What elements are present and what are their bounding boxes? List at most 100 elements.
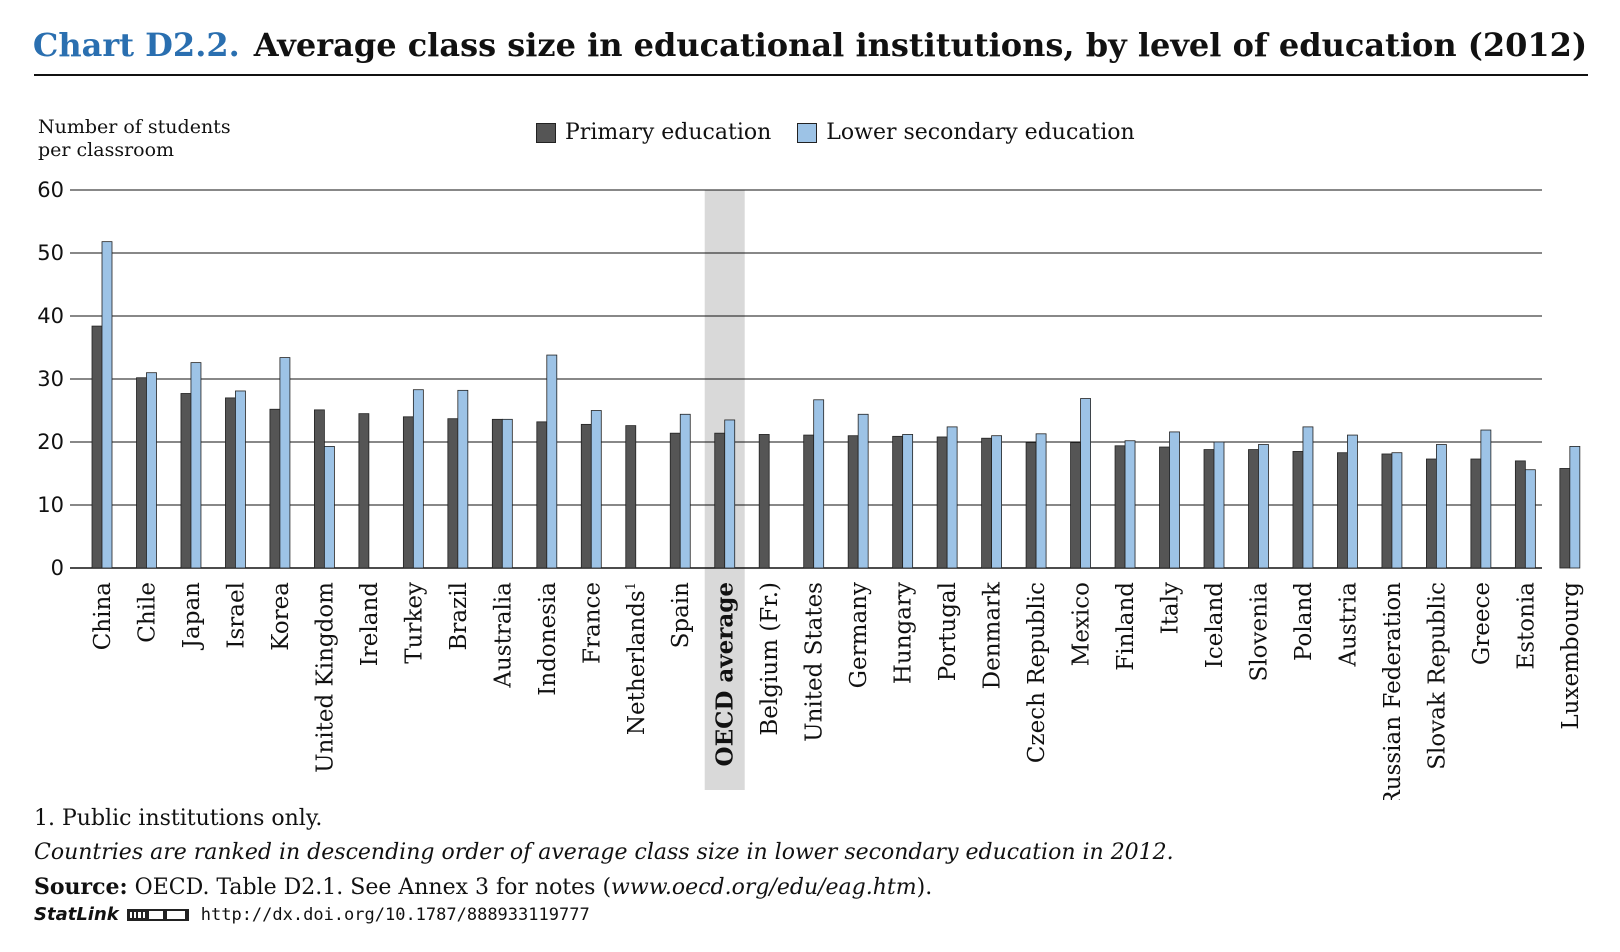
bar-primary [1292,451,1304,569]
bar-lower-secondary [457,389,469,569]
bar-primary [1114,445,1126,569]
bar-primary [758,434,770,569]
bar-primary [180,393,192,569]
category-label: Estonia [1513,582,1539,670]
category-label: Hungary [891,582,917,684]
bar-primary [1025,442,1037,569]
bar-lower-secondary [190,362,202,569]
legend-label-primary: Primary education [565,120,772,145]
bar-primary [313,409,325,569]
source-link[interactable]: www.oecd.org/edu/eag.htm [611,875,917,900]
bar-lower-secondary [1480,429,1492,569]
footnote: 1. Public institutions only. [34,806,323,831]
bar-lower-secondary [679,413,691,569]
category-label: Finland [1113,582,1139,671]
bar-primary [714,432,726,569]
bar-primary [1248,449,1259,569]
bar-primary [1203,449,1215,569]
category-label: Luxembourg [1558,582,1584,730]
category-label: Italy [1158,582,1184,634]
category-label: OECD average [712,582,739,766]
statlink-logo-icon [126,908,189,921]
category-label: Czech Republic [1024,582,1050,763]
y-tick-label: 20 [37,430,64,454]
bar-primary [1070,442,1081,569]
bar-primary [402,416,414,569]
y-tick-label: 50 [37,241,64,265]
bar-lower-secondary [1347,434,1358,569]
bar-primary [981,437,992,569]
bar-primary [936,436,948,569]
statlink: StatLink http://dx.doi.org/10.1787/88893… [34,904,590,925]
y-tick-label: 30 [37,367,64,391]
category-label: Poland [1291,582,1317,661]
bar-primary [625,425,637,569]
bar-lower-secondary [323,446,335,569]
category-label: Austria [1335,582,1361,668]
bar-lower-secondary [1213,441,1225,569]
legend-item-secondary: Lower secondary education [797,120,1135,145]
legend-label-secondary: Lower secondary education [826,120,1135,145]
bar-primary [1337,452,1348,569]
bar-lower-secondary [501,418,513,569]
category-label: Korea [268,582,294,651]
category-label: Russian Federation [1380,582,1406,800]
y-tick-label: 0 [51,556,64,580]
bar-lower-secondary [101,241,113,569]
y-tick-label: 40 [37,304,64,328]
bar-primary [803,434,815,569]
category-label: Mexico [1069,582,1095,666]
category-label: Israel [223,582,249,649]
bar-lower-secondary [590,410,602,569]
bar-lower-secondary [1302,426,1314,569]
category-label: Belgium (Fr.) [757,582,783,736]
bar-lower-secondary [279,357,291,569]
bar-lower-secondary [1035,433,1047,569]
bar-primary [136,377,147,569]
bar-lower-secondary [946,426,958,569]
bar-lower-secondary [1124,440,1136,569]
bar-lower-secondary [724,419,736,569]
category-label: Japan [179,582,205,650]
bar-primary [1559,468,1571,569]
category-label: United Kingdom [312,582,338,773]
category-label: Greece [1469,582,1495,665]
bar-lower-secondary [412,389,424,569]
category-label: Netherlands1 [624,582,650,735]
statlink-url[interactable]: http://dx.doi.org/10.1787/888933119777 [200,904,590,925]
bar-lower-secondary [813,399,825,569]
bar-primary [892,435,904,569]
y-tick-label: 60 [37,178,64,202]
bar-primary [669,432,681,569]
source-end: ). [916,875,933,900]
source-text: OECD. Table D2.1. See Annex 3 for notes … [127,875,612,900]
bar-primary [1426,458,1437,569]
bar-primary [491,418,503,569]
category-label: Indonesia [535,582,561,696]
category-label: Iceland [1202,582,1228,668]
legend-swatch-primary [536,122,556,143]
source-note: Source: OECD. Table D2.1. See Annex 3 fo… [34,874,932,900]
category-superscript: 1 [624,582,639,590]
bar-primary [447,418,459,569]
category-label: Germany [846,582,872,688]
legend-item-primary: Primary education [536,120,771,145]
bar-lower-secondary [1569,446,1581,569]
bar-primary [1159,446,1170,569]
bar-lower-secondary [857,413,869,569]
legend-swatch-secondary [797,122,818,143]
category-label: China [90,582,116,651]
bar-lower-secondary [1436,444,1447,569]
y-tick-label: 10 [37,493,64,517]
statlink-label: StatLink [34,904,119,925]
bar-lower-secondary [546,354,558,569]
ranking-note: Countries are ranked in descending order… [34,840,1174,865]
category-label: Slovak Republic [1424,582,1450,770]
bar-lower-secondary [1258,444,1269,569]
category-label: Chile [134,582,160,643]
bar-primary [536,421,548,569]
bar-lower-secondary [902,434,914,569]
bar-primary [1470,458,1482,569]
bar-primary [358,413,370,569]
bar-lower-secondary [1524,469,1536,569]
